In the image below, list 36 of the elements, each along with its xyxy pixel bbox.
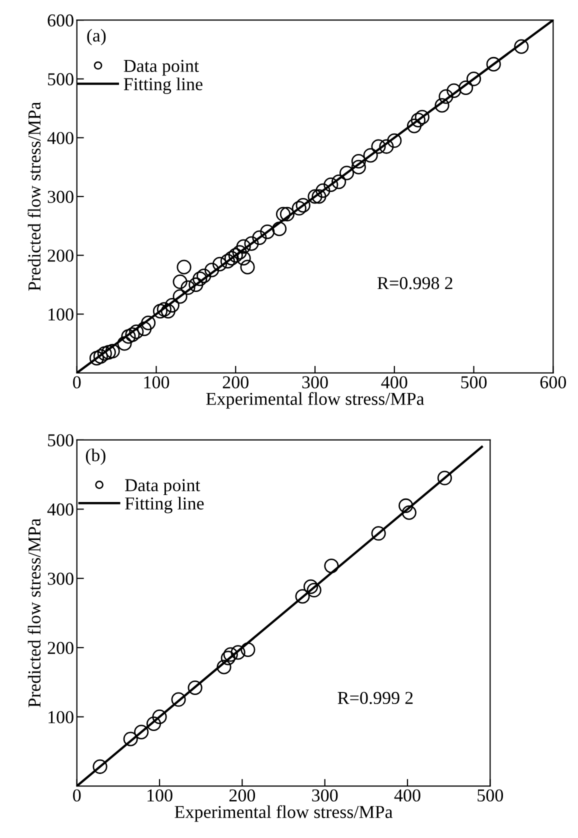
x-tick-label: 500 bbox=[461, 376, 487, 388]
x-tick-label: 200 bbox=[229, 789, 256, 802]
x-tick-label: 500 bbox=[478, 789, 503, 802]
y-tick-label: 500 bbox=[48, 73, 74, 86]
x-tick-label: 300 bbox=[312, 789, 338, 802]
x-tick-label: 400 bbox=[381, 376, 408, 388]
x-axis-title: Experimental flow stress/MPa bbox=[174, 805, 393, 822]
legend-label: Fitting line bbox=[125, 496, 204, 514]
y-tick-label: 400 bbox=[47, 503, 74, 516]
annotation: (a) bbox=[87, 28, 106, 46]
annotation: R=0.999 2 bbox=[338, 692, 413, 704]
annotation: (b) bbox=[86, 448, 106, 465]
x-tick-label: 300 bbox=[302, 376, 328, 388]
y-tick-label: 300 bbox=[48, 572, 74, 585]
y-tick-label: 400 bbox=[47, 132, 74, 144]
x-tick-label: 0 bbox=[73, 376, 81, 388]
x-tick-label: 100 bbox=[148, 789, 172, 802]
annotation: R=0.998 2 bbox=[377, 277, 452, 290]
x-tick-label: 0 bbox=[73, 789, 81, 802]
x-axis-title: Experimental flow stress/MPa bbox=[206, 392, 424, 409]
x-tick-label: 400 bbox=[394, 789, 420, 802]
y-tick-label: 100 bbox=[48, 308, 74, 321]
legend-label: Fitting line bbox=[124, 78, 202, 94]
legend-label: Data point bbox=[124, 60, 199, 76]
x-tick-label: 200 bbox=[222, 376, 248, 388]
y-tick-label: 500 bbox=[48, 434, 74, 446]
y-axis-title: Predicted flow stress/MPa bbox=[28, 102, 41, 291]
x-tick-label: 100 bbox=[144, 376, 170, 388]
y-tick-label: 300 bbox=[48, 190, 74, 203]
legend-label: Data point bbox=[125, 479, 200, 495]
x-tick-label: 600 bbox=[540, 376, 566, 388]
y-tick-label: 200 bbox=[48, 250, 74, 262]
y-axis-title: Predicted flow stress/MPa bbox=[28, 518, 41, 708]
y-tick-label: 200 bbox=[48, 642, 74, 654]
y-tick-label: 600 bbox=[48, 14, 74, 27]
y-tick-label: 100 bbox=[48, 711, 74, 724]
